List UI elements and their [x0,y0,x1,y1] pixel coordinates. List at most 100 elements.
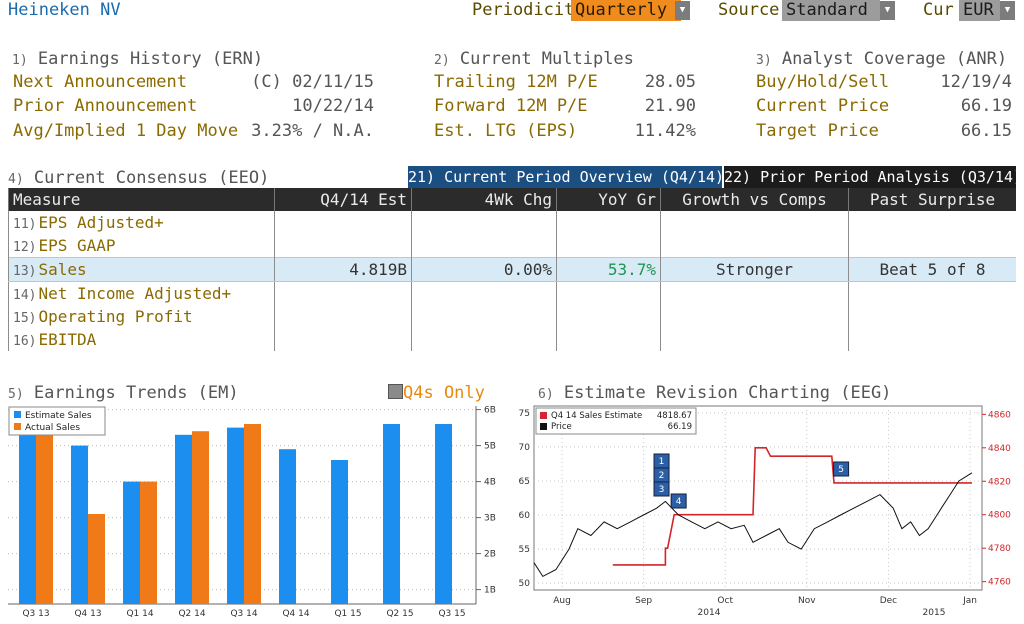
surprise-cell [848,305,1016,328]
revision-charting-header[interactable]: 6) Estimate Revision Charting (EEG) [538,383,891,403]
periodicity-dropdown[interactable]: Quarterly [571,0,681,21]
x-tick-label: Oct [717,596,733,606]
x-tick-label: Q3 14 [230,609,257,619]
next-announcement-value: (C) 02/11/15 [251,72,374,92]
tab-prior-period[interactable]: 22) Prior Period Analysis (Q3/14) [724,166,1023,188]
yoy-cell [556,328,661,351]
estimate-bar [435,424,452,604]
trailing-pe-label: Trailing 12M P/E [434,72,598,92]
comps-cell [660,281,849,305]
earnings-trends-header[interactable]: 5) Earnings Trends (EM) [8,383,239,403]
x-tick-label: Q1 14 [126,609,153,619]
x-tick-label: Q3 15 [438,609,465,619]
revision-marker-label: 5 [838,465,844,475]
comps-cell: Stronger [660,257,849,282]
comps-cell [660,305,849,328]
current-multiples-header[interactable]: 2) Current Multiples [434,49,634,69]
chevron-down-icon[interactable]: ▼ [1000,1,1015,20]
revision-marker-label: 3 [659,485,665,495]
section-title: Estimate Revision Charting (EEG) [563,383,892,403]
comps-cell [660,211,849,234]
revision-marker-label: 4 [676,497,682,507]
legend-swatch [540,423,547,430]
right-tick-label: 4780 [988,544,1011,554]
current-consensus-header[interactable]: 4) Current Consensus (EEO) [8,168,269,188]
security-title: Heineken NV [8,0,121,20]
source-dropdown[interactable]: Standard [782,0,880,21]
revision-marker [833,461,850,477]
row-number: 16) [13,334,37,349]
measure-label: Operating Profit [38,307,193,326]
x-tick-label: Jan [962,596,977,606]
section-title: Earnings Trends (EM) [33,383,239,403]
left-tick-label: 75 [519,409,530,419]
column-header[interactable]: Past Surprise [848,188,1016,211]
measure-cell[interactable]: 11) EPS Adjusted+ [8,211,275,234]
row-number: 13) [13,264,37,279]
row-number: 14) [13,288,37,303]
currency-dropdown[interactable]: EUR [959,0,1000,21]
table-row[interactable]: 11) EPS Adjusted+ [8,211,1016,234]
legend-label: Price [551,422,572,432]
measure-cell[interactable]: 13) Sales [8,257,275,282]
column-header[interactable]: YoY Gr [556,188,661,211]
legend-box [535,407,697,435]
table-row-selected[interactable]: 13) Sales 4.819B 0.00% 53.7% Stronger Bea… [8,257,1016,282]
section-number: 6) [538,387,554,402]
estimate-cell [274,328,412,351]
section-number: 4) [8,172,24,187]
section-number: 5) [8,387,24,402]
yoy-cell [556,281,661,305]
revision-marker-label: 1 [659,457,665,467]
q4s-only-label: Q4s Only [403,383,485,403]
x-sub-label: 2015 [923,608,946,618]
legend-swatch [540,412,547,419]
column-header[interactable]: Q4/14 Est [274,188,412,211]
column-header[interactable]: Growth vs Comps [660,188,849,211]
buy-hold-sell-value: 12/19/4 [940,72,1012,92]
comps-cell [660,328,849,351]
measure-label: EBITDA [38,330,97,349]
actual-bar [244,424,261,604]
estimate-cell [274,281,412,305]
change-cell: 0.00% [411,257,557,282]
estimate-cell [274,211,412,234]
chevron-down-icon[interactable]: ▼ [675,1,690,20]
table-row[interactable]: 15) Operating Profit [8,305,1016,328]
y-tick-label: 4B [484,478,496,488]
row-number: 11) [13,217,37,232]
y-tick-label: 6B [484,406,496,416]
estimate-bar [71,445,88,604]
column-header[interactable]: 4Wk Chg [411,188,557,211]
left-tick-label: 50 [519,579,531,589]
ltg-eps-value: 11.42% [634,121,696,141]
surprise-cell: Beat 5 of 8 [848,257,1016,282]
left-tick-label: 60 [519,511,531,521]
prior-announcement-value: 10/22/14 [292,96,374,116]
table-row[interactable]: 14) Net Income Adjusted+ [8,281,1016,305]
currency-value: EUR [963,0,994,20]
earnings-history-header[interactable]: 1) Earnings History (ERN) [12,49,263,69]
q4s-only-toggle[interactable]: Q4s Only [388,383,485,403]
chevron-down-icon[interactable]: ▼ [880,1,895,20]
y-tick-label: 5B [484,442,496,452]
measure-label: Sales [38,260,87,279]
table-row[interactable]: 12) EPS GAAP [8,234,1016,258]
current-price-value: 66.19 [960,96,1012,116]
x-sub-label: 2014 [698,608,721,618]
legend-box [8,406,106,436]
analyst-coverage-header[interactable]: 3) Analyst Coverage (ANR) [756,49,1007,69]
measure-label: EPS Adjusted+ [38,213,164,232]
measure-cell[interactable]: 12) EPS GAAP [8,234,275,258]
column-header[interactable]: Measure [8,188,275,211]
currency-label: Cur [923,0,954,20]
next-announcement-label: Next Announcement [13,72,187,92]
section-title: Current Multiples [459,49,634,69]
tab-current-period[interactable]: 21) Current Period Overview (Q4/14) [408,166,725,188]
measure-cell[interactable]: 14) Net Income Adjusted+ [8,281,275,305]
checkbox-icon [388,384,403,399]
measure-cell[interactable]: 16) EBITDA [8,328,275,351]
measure-cell[interactable]: 15) Operating Profit [8,305,275,328]
y-tick-label: 2B [484,550,496,560]
table-row[interactable]: 16) EBITDA [8,328,1016,351]
